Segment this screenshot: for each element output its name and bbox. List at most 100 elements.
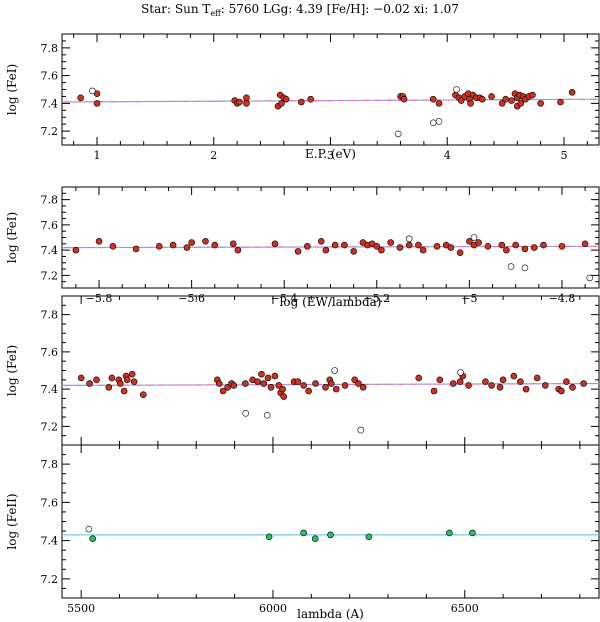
panel-ew: −5.8 −5.6 −5.4 −5.2 −5 −4.8 7.2 7.4 7.6 7.8 log (E… [5,186,600,309]
y-axis-title: log (FeI) [5,64,19,115]
panel-ep: 1 2 3 4 5 7.2 7.4 7.6 7.8 E.P. (eV) log (FeI) [5,33,600,162]
data-point [466,237,473,245]
data-point [508,97,515,104]
data-point [446,529,453,537]
data-point [169,241,177,249]
data-point [298,98,305,106]
y-tick-label: 7.2 [41,125,59,138]
panel-frame [61,295,600,446]
rejected-point [242,410,250,417]
y-tick-label: 7.4 [41,535,59,548]
data-point [387,239,394,246]
data-point [304,243,311,250]
data-point [307,95,314,103]
data-point [279,385,286,393]
data-point [267,383,275,391]
data-point [140,391,147,399]
data-point [429,95,437,103]
y-tick-label: 7.4 [41,383,59,396]
x-tick-label: −5.4 [271,292,298,305]
data-point [563,378,570,385]
y-axis-title: log (FeI) [5,345,19,396]
data-point [243,100,250,107]
data-point [294,378,302,385]
data-point [373,243,381,250]
figure-title: Star: Sun Teff: 5760 LGg: 4.39 [Fe/H]: −… [141,2,459,18]
x-tick-label: 2 [210,149,217,162]
x-tick-label: −4.8 [549,292,576,305]
data-point [469,529,476,537]
data-point [327,380,335,387]
data-point [183,244,191,251]
data-point [305,387,312,395]
data-point [475,239,482,246]
rejected-point [85,525,93,533]
x-axis-title: lambda (A) [297,607,364,621]
data-point [498,241,506,249]
data-point [415,374,423,382]
data-point [86,380,93,387]
data-point [415,241,422,249]
data-point [488,93,495,100]
x-axis-title: log (EW/lambda) [280,295,382,309]
data-point [355,380,362,387]
data-point [130,378,138,385]
data-point [541,382,549,389]
data-point [517,378,524,385]
rejected-point [429,119,437,127]
data-point [332,385,340,393]
data-point [457,97,465,104]
data-point [254,378,261,385]
data-point [568,88,576,96]
data-point [258,370,265,378]
data-point [188,239,195,246]
data-point [430,387,438,395]
x-axis-title: E.P. (eV) [305,147,356,161]
x-tick-label: 4 [444,149,451,162]
panel-lam1: 7.2 7.4 7.6 7.8 log (FeI) [5,295,600,446]
data-point [93,376,100,384]
data-point [128,370,136,378]
data-point [243,94,250,102]
plot-panels: 1 2 3 4 57.27.47.67.8E.P. (eV)log (FeI)−5.8−… [5,33,600,621]
data-point [512,241,519,249]
panel-frame [61,186,600,289]
data-point [331,241,339,249]
data-point [496,383,504,391]
data-point [278,100,285,107]
rejected-point [507,263,515,270]
data-point [93,100,101,107]
y-axis-title: log (FeII) [5,493,19,549]
data-point [264,374,272,382]
rejected-point [405,235,413,243]
data-point [300,529,307,537]
x-tick-label: −5.8 [86,292,113,305]
data-point [311,535,319,543]
data-point [219,387,227,395]
y-tick-label: 7.4 [41,97,59,110]
y-tick-label: 7.6 [41,219,59,232]
data-point [123,376,131,384]
data-point [510,372,518,380]
fit-line-dashed [61,245,600,249]
panel-lam2: 5500 6000 6500 7.2 7.4 7.6 7.8 lambda (A) log (F… [5,444,600,621]
data-point [341,382,349,389]
data-point [378,246,385,254]
x-tick-label: −5 [461,292,477,305]
y-tick-label: 7.8 [41,194,59,207]
x-tick-label: 1 [94,149,101,162]
rejected-point [521,264,529,272]
y-tick-label: 7.6 [41,496,59,509]
data-point [230,382,238,389]
x-tick-label: 6000 [259,602,287,615]
data-point [465,382,472,389]
data-point [558,243,566,250]
data-point [449,380,457,387]
data-point [77,94,84,102]
data-point [557,98,564,106]
data-point [503,246,510,254]
rejected-point [435,118,443,125]
data-point [202,237,209,245]
data-point [502,95,509,103]
